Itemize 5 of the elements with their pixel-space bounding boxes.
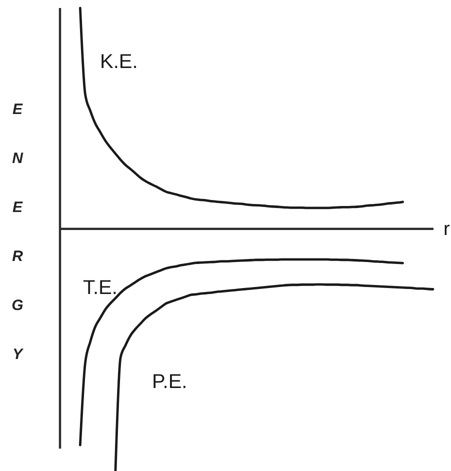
text: ENERGY (12, 101, 24, 363)
series-label: K.E. (100, 51, 138, 73)
series-label: P.E. (152, 371, 188, 393)
x-axis-title: r (444, 218, 450, 240)
series-label: T.E. (83, 277, 118, 299)
